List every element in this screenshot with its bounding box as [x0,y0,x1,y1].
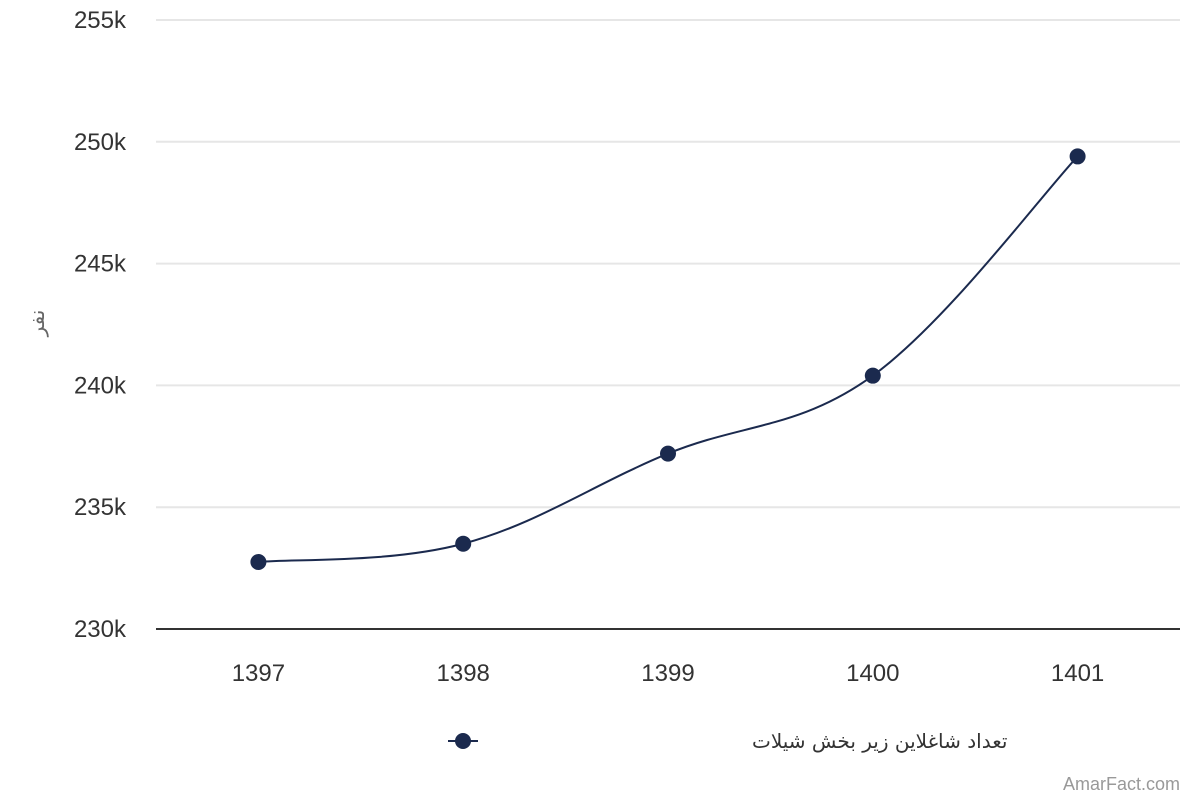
grid-lines [156,19,1180,509]
y-axis-ticks: 230k 235k 240k 245k 250k 255k [74,7,127,643]
y-tick-label: 230k [74,616,127,643]
y-tick-label: 255k [74,7,127,34]
credit-text[interactable]: AmarFact.com [1063,774,1180,794]
legend[interactable]: تعداد شاغلاین زیر بخش شیلات [448,729,1007,753]
series-layer [250,148,1086,571]
x-tick-label: 1400 [846,660,899,687]
y-axis-label: نفر [25,310,49,338]
x-tick-label: 1399 [641,660,694,687]
y-tick-label: 245k [74,251,127,278]
x-tick-label: 1398 [437,660,490,687]
x-tick-label: 1401 [1051,660,1104,687]
data-point[interactable] [864,367,881,384]
y-tick-label: 250k [74,129,127,156]
legend-label: تعداد شاغلاین زیر بخش شیلات [752,729,1007,753]
x-tick-label: 1397 [232,660,285,687]
data-point[interactable] [455,535,472,552]
data-point[interactable] [660,445,676,462]
x-axis-ticks: 1397 1398 1399 1400 1401 [232,660,1105,687]
y-tick-label: 235k [74,494,127,521]
series-line [258,155,1079,564]
legend-marker-icon [455,733,471,749]
data-point[interactable] [1069,148,1086,165]
y-tick-label: 240k [74,372,127,399]
data-point[interactable] [250,554,267,571]
